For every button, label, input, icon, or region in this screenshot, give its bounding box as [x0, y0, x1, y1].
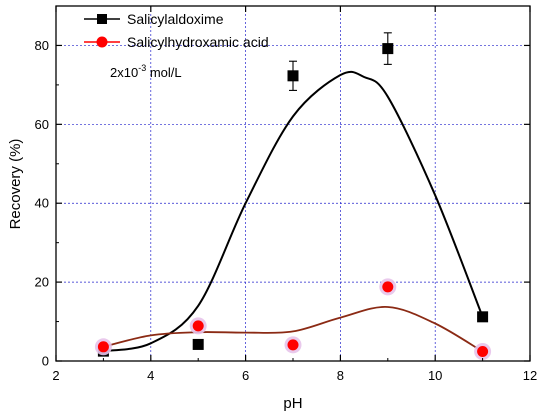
fit-curve-salicylaldoxime: [103, 70, 484, 353]
y-tick-label: 40: [35, 196, 49, 211]
fit-curve-salicylhydroxamic-acid: [103, 306, 484, 353]
x-tick-label: 8: [337, 368, 344, 383]
data-point-salicylhydroxamic-acid: [287, 339, 299, 351]
data-point-salicylhydroxamic-acid: [97, 341, 109, 353]
data-point-salicylaldoxime: [287, 70, 299, 82]
annotation-unit: mol/L: [146, 65, 181, 80]
y-tick-label: 60: [35, 117, 49, 132]
grid: [56, 6, 530, 361]
y-axis-title: Recovery (%): [7, 139, 24, 230]
annotation-base: 2x10: [110, 65, 138, 80]
data-point-salicylhydroxamic-acid: [477, 346, 489, 358]
x-tick-label: 2: [52, 368, 59, 383]
data-point-salicylaldoxime: [477, 311, 489, 323]
legend-marker-salicylaldoxime: [97, 14, 107, 24]
data-point-salicylhydroxamic-acid: [382, 281, 394, 293]
y-tick-label: 20: [35, 275, 49, 290]
plot-area-background: [56, 6, 530, 361]
x-tick-label: 6: [242, 368, 249, 383]
data-point-salicylaldoxime: [382, 43, 394, 55]
data-points: [94, 43, 492, 361]
legend-label-salicylaldoxime: Salicylaldoxime: [127, 11, 224, 27]
legend: Salicylaldoxime Salicylhydroxamic acid: [84, 11, 269, 50]
x-axis-title: pH: [283, 395, 302, 412]
y-tick-label: 80: [35, 38, 49, 53]
legend-marker-salicylhydroxamic-acid: [96, 36, 108, 48]
axis-tick-labels: 2 4 6 8 10 12 0 20 40 60 80: [35, 38, 538, 383]
x-tick-label: 10: [428, 368, 442, 383]
data-point-salicylhydroxamic-acid: [192, 320, 204, 332]
legend-label-salicylhydroxamic-acid: Salicylhydroxamic acid: [127, 34, 269, 50]
axis-ticks: [55, 6, 531, 362]
fit-curves: [103, 70, 484, 353]
y-tick-label: 0: [42, 354, 49, 369]
concentration-annotation: 2x10-3 mol/L: [110, 63, 182, 80]
annotation-exponent: -3: [138, 63, 146, 73]
data-point-salicylaldoxime: [192, 338, 204, 350]
x-tick-label: 4: [147, 368, 154, 383]
x-tick-label: 12: [523, 368, 537, 383]
